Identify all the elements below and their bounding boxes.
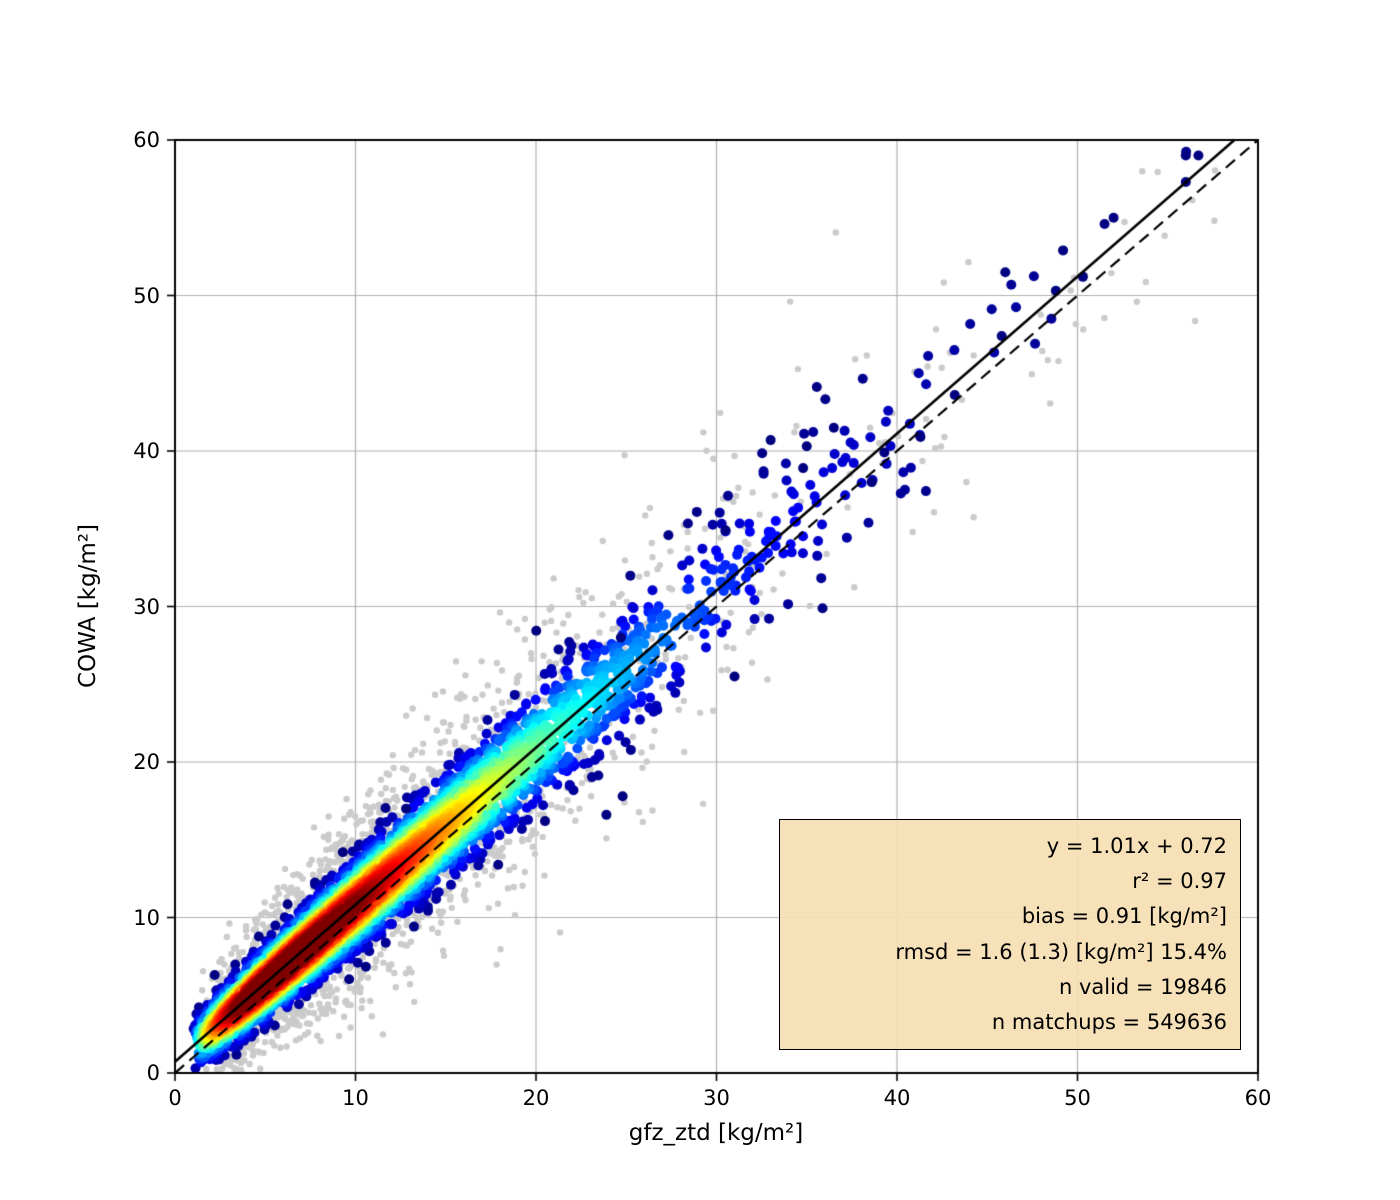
y-tick-label: 0 (146, 1061, 160, 1085)
x-tick-label: 10 (342, 1086, 369, 1110)
y-tick-label: 50 (133, 283, 160, 308)
stats-line-equation: y = 1.01x + 0.72 (1046, 834, 1227, 858)
x-tick-label: 40 (883, 1086, 911, 1110)
y-tick-label: 40 (133, 439, 160, 463)
x-tick-label: 60 (1244, 1086, 1272, 1110)
stats-line-n-matchups: n matchups = 549636 (991, 1010, 1227, 1035)
x-tick-label: 50 (1064, 1086, 1091, 1110)
stats-box: y = 1.01x + 0.72 r² = 0.97 bias = 0.91 [… (779, 819, 1241, 1051)
y-tick-label: 30 (133, 594, 160, 619)
stats-line-rmsd: rmsd = 1.6 (1.3) [kg/m²] 15.4% (895, 939, 1227, 964)
x-tick-label: 20 (522, 1086, 550, 1110)
stats-line-r2: r² = 0.97 (1132, 869, 1227, 894)
x-axis-label: gfz_ztd [kg/m²] (628, 1120, 804, 1146)
stats-line-bias: bias = 0.91 [kg/m²] (1021, 904, 1227, 929)
x-tick-label: 0 (168, 1086, 182, 1110)
x-tick-label: 30 (703, 1086, 730, 1110)
y-tick-label: 60 (133, 128, 160, 152)
y-tick-label: 20 (133, 750, 160, 774)
y-axis-label: COWA [kg/m²] (75, 524, 101, 688)
stats-line-n-valid: n valid = 19846 (1058, 974, 1227, 999)
y-tick-label: 10 (133, 905, 160, 930)
